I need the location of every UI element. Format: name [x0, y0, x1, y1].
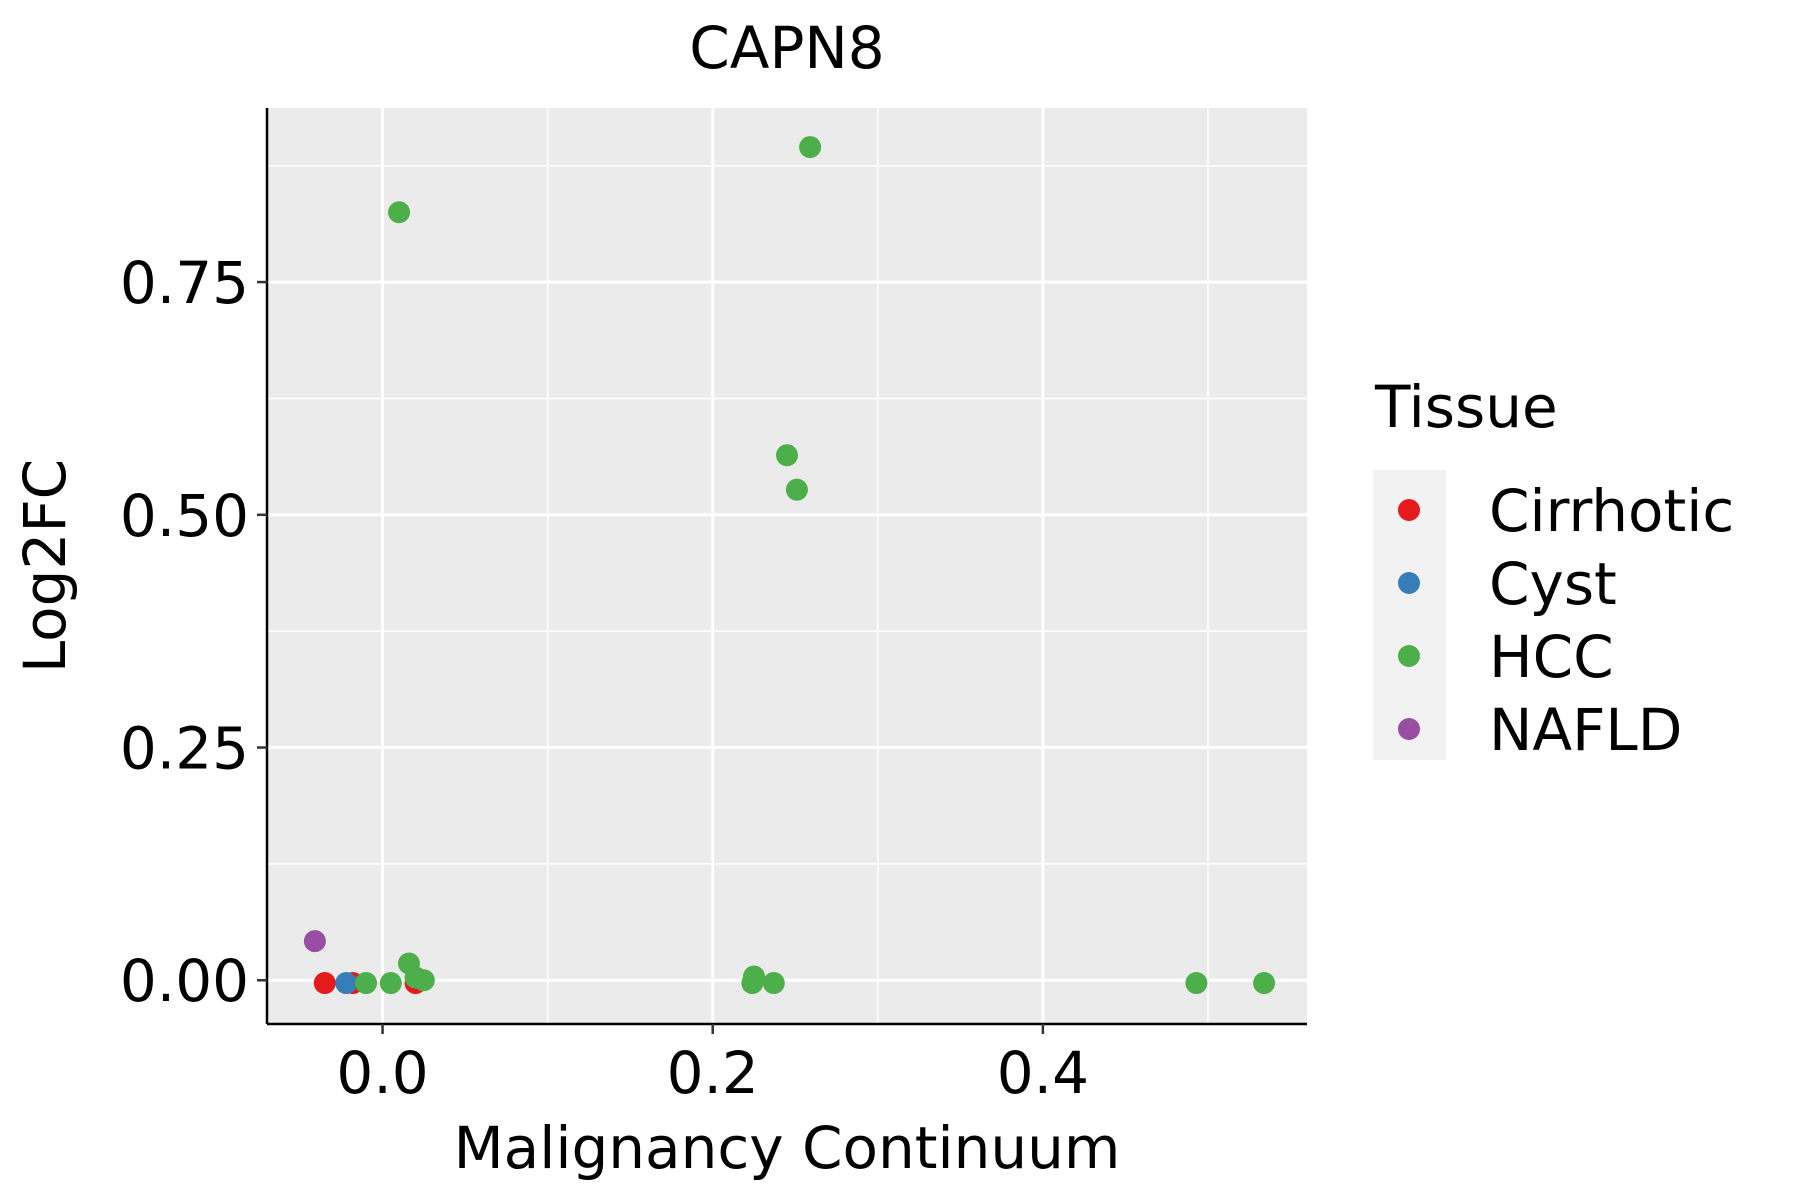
x-axis-title: Malignancy Continuum — [454, 1114, 1121, 1182]
data-point-hcc — [379, 972, 402, 995]
y-tick-label: 0.75 — [120, 249, 249, 317]
legend-key-hcc — [1398, 645, 1420, 667]
data-point-hcc — [388, 201, 411, 224]
data-point-hcc — [355, 972, 378, 995]
legend-title: Tissue — [1374, 373, 1558, 441]
y-tick-label: 0.25 — [120, 715, 249, 783]
data-point-hcc — [412, 969, 435, 992]
x-tick-label: 0.4 — [997, 1039, 1089, 1107]
data-point-hcc — [1185, 972, 1208, 995]
y-axis-title: Log2FC — [11, 459, 79, 673]
data-point-hcc — [799, 136, 822, 159]
data-point-hcc — [741, 972, 764, 995]
axis-ticks: 0.0 0.2 0.4 0.00 0.25 0.50 0.75 — [120, 249, 1089, 1107]
data-point-hcc — [776, 444, 798, 467]
data-point-hcc — [762, 972, 785, 995]
legend-label-cyst: Cyst — [1489, 550, 1617, 618]
chart-title: CAPN8 — [689, 14, 884, 82]
legend-key-cirrhotic — [1398, 499, 1420, 521]
x-tick-label: 0.0 — [336, 1039, 428, 1107]
data-point-hcc — [1253, 972, 1276, 995]
data-point-nafld — [303, 930, 326, 953]
grid-lines — [267, 108, 1307, 1024]
legend-key-cyst — [1398, 572, 1420, 594]
legend-label-hcc: HCC — [1489, 623, 1614, 691]
y-tick-label: 0.00 — [120, 947, 249, 1015]
y-tick-label: 0.50 — [120, 482, 249, 550]
legend-key-nafld — [1398, 718, 1420, 740]
plot-panel — [267, 108, 1307, 1024]
legend-label-cirrhotic: Cirrhotic — [1489, 477, 1734, 545]
legend-label-nafld: NAFLD — [1489, 696, 1682, 764]
data-point-cyst — [335, 972, 358, 995]
data-point-cirrhotic — [313, 972, 336, 995]
data-points — [303, 136, 1276, 995]
data-point-hcc — [785, 478, 808, 501]
x-tick-label: 0.2 — [667, 1039, 759, 1107]
